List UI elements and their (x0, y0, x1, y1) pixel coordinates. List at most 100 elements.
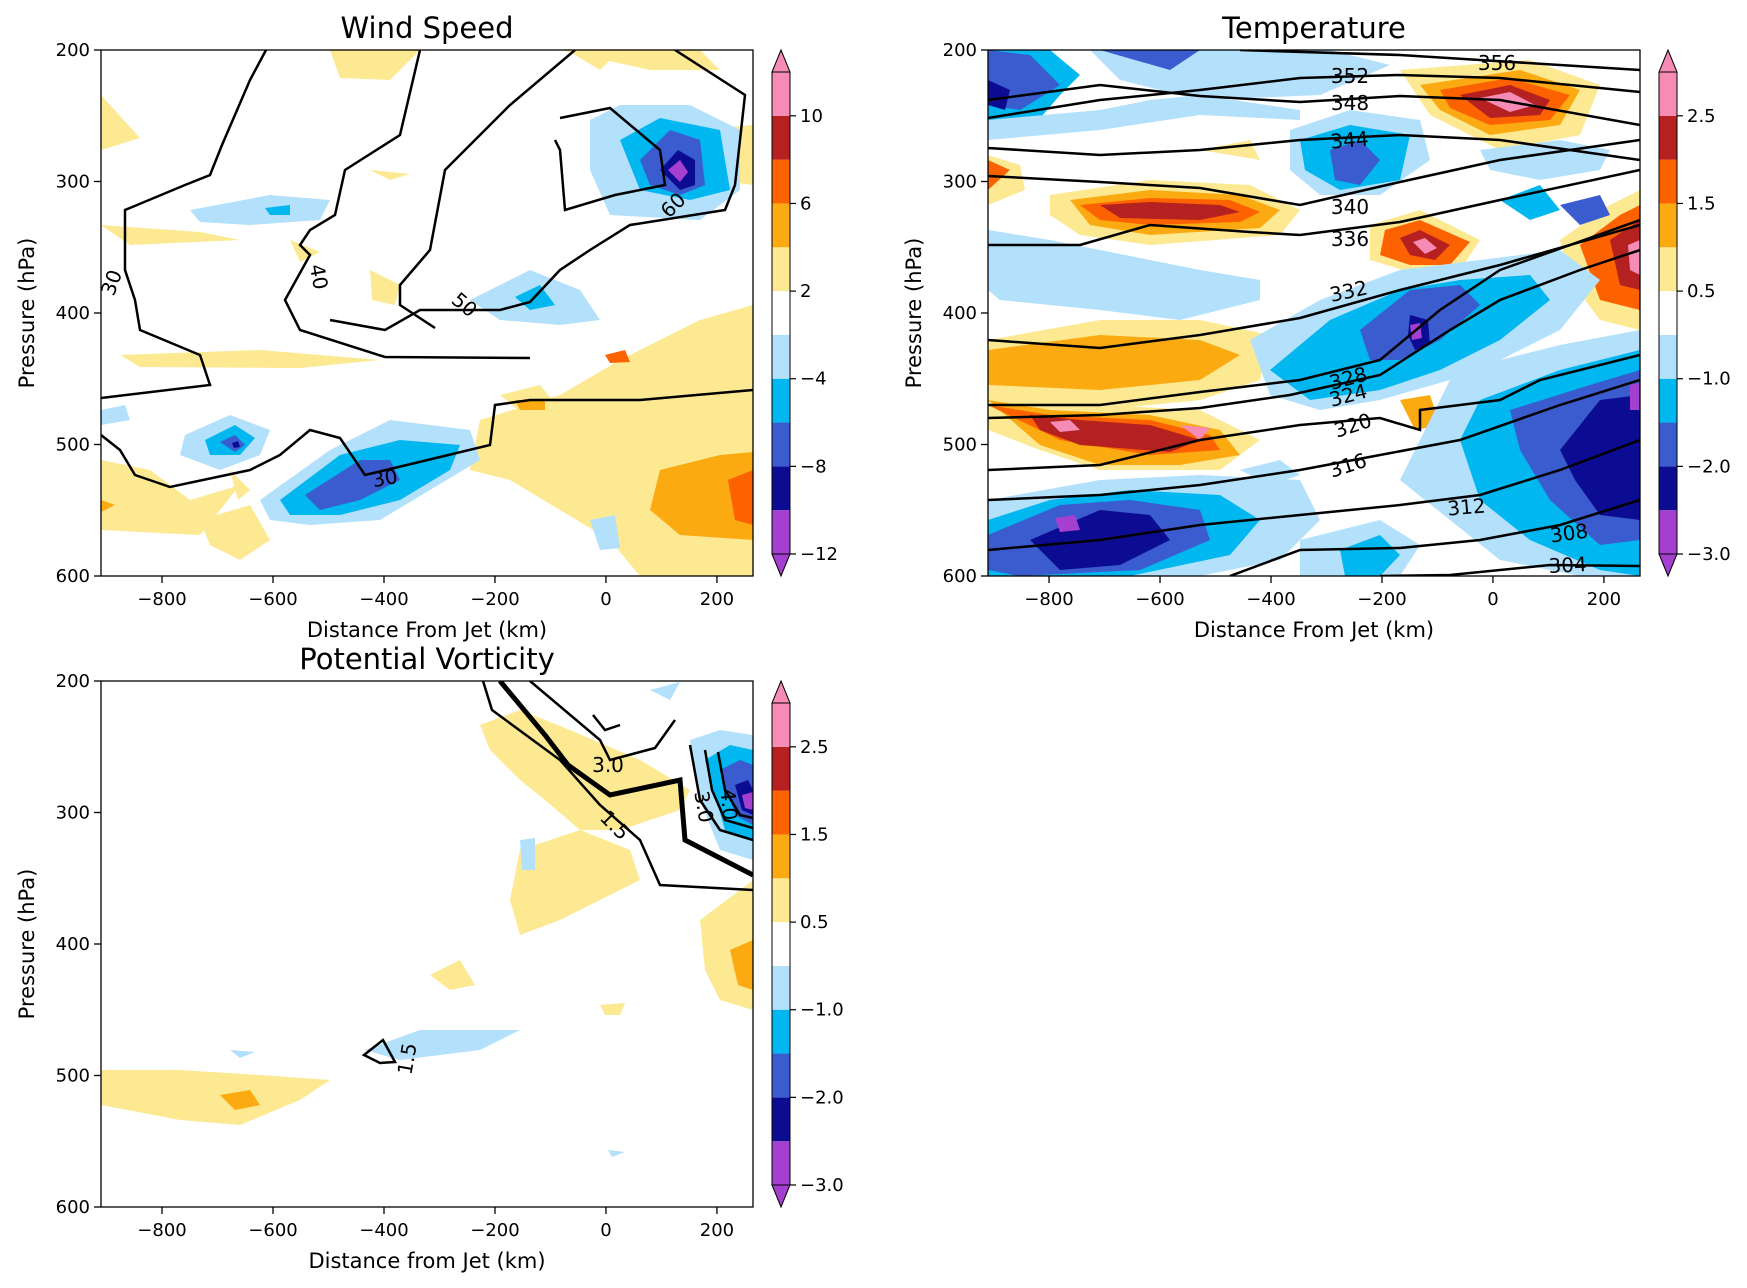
y-tick-label: 200 (56, 671, 90, 692)
x-axis-label: Distance from Jet (km) (308, 1249, 545, 1273)
x-tick-label: 200 (700, 589, 734, 610)
colorbar-frame (771, 71, 791, 555)
y-axis-label: Pressure (hPa) (15, 869, 39, 1020)
x-tick-label: −600 (1135, 589, 1184, 610)
contour-label: 4.0 (716, 787, 743, 821)
colorbar-tick-label: 1.5 (1687, 193, 1716, 214)
contour-label: 344 (1329, 126, 1369, 153)
y-tick-label: 400 (56, 303, 90, 324)
colorbar-segment (772, 878, 790, 923)
plot-area: 3.0 1.5 3.0 4.0 1.5 (101, 681, 753, 1207)
colorbar-segment (772, 510, 790, 554)
x-tick-label: −200 (470, 1220, 519, 1241)
colorbar-segment (772, 965, 790, 1010)
y-tick-label: 400 (943, 303, 977, 324)
panel-title: Wind Speed (340, 11, 513, 45)
x-tick-label: −400 (359, 589, 408, 610)
colorbar-segment (772, 203, 790, 248)
colorbar-tick-label: −3.0 (1687, 544, 1731, 565)
contour-label: 1.5 (393, 1041, 422, 1076)
colorbar-segment (772, 291, 790, 335)
contour-label: 30 (370, 464, 399, 492)
colorbar-segment (1659, 291, 1677, 335)
contours (101, 50, 753, 489)
y-tick-label: 200 (56, 40, 90, 61)
x-tick-label: 0 (1487, 589, 1498, 610)
panel-temperature: Temperature (902, 11, 1731, 642)
colorbar-segment (772, 1053, 790, 1098)
panel-title: Temperature (1221, 11, 1406, 45)
x-axis: −800 −600 −400 −200 0 200 (137, 1207, 734, 1241)
colorbar: 2.5 1.5 0.5 −1.0 −2.0 −3.0 (771, 679, 844, 1209)
colorbar-segment (772, 72, 790, 116)
y-axis: 200 300 400 500 600 (56, 40, 101, 587)
contours (988, 50, 1640, 576)
colorbar-segment (1659, 378, 1677, 423)
y-axis: 200 300 400 500 600 (56, 671, 101, 1218)
colorbar-segment (1659, 510, 1677, 554)
colorbar-tick-label: −1.0 (800, 1000, 844, 1021)
y-tick-label: 500 (56, 1066, 90, 1087)
colorbar-segment (772, 247, 790, 292)
colorbar-segment (1659, 422, 1677, 467)
colorbar-tick-label: 2.5 (800, 737, 829, 758)
contours (361, 681, 753, 1065)
x-tick-label: −800 (137, 1220, 186, 1241)
contour-label: 352 (1331, 64, 1369, 88)
colorbar-tick-label: 10 (800, 106, 823, 127)
colorbar-tick-label: −3.0 (800, 1175, 844, 1196)
colorbar-segment (1659, 334, 1677, 379)
plot-area: 356 352 348 344 340 336 332 328 324 320 … (988, 50, 1640, 576)
panel-wind-speed: Wind Speed (15, 11, 838, 642)
contour-label: 3.0 (689, 789, 718, 824)
colorbar-tick-label: 0.5 (800, 912, 829, 933)
y-tick-label: 400 (56, 934, 90, 955)
x-tick-label: 0 (600, 589, 611, 610)
x-tick-label: −600 (248, 1220, 297, 1241)
x-tick-label: −400 (1246, 589, 1295, 610)
x-axis-label: Distance From Jet (km) (307, 618, 547, 642)
colorbar-segment (1659, 72, 1677, 116)
x-tick-label: −200 (1357, 589, 1406, 610)
colorbar-tick-label: 2.5 (1687, 106, 1716, 127)
x-tick-label: 0 (600, 1220, 611, 1241)
colorbar-segment (1659, 466, 1677, 511)
x-tick-label: 200 (700, 1220, 734, 1241)
colorbar-tick-label: −2.0 (1687, 456, 1731, 477)
contour-label: 348 (1331, 91, 1369, 115)
colorbar-tick-label: 6 (800, 193, 811, 214)
colorbar-tick-label: −1.0 (1687, 369, 1731, 390)
colorbar: 10 6 2 −4 −8 −12 (771, 48, 838, 578)
contour-label: 308 (1548, 519, 1589, 548)
colorbar-segment (772, 1009, 790, 1054)
colorbar-segment (772, 834, 790, 879)
contour-label: 340 (1331, 195, 1369, 219)
y-axis: 200 300 400 500 600 (943, 40, 988, 587)
x-tick-label: −200 (470, 589, 519, 610)
colorbar-segment (772, 746, 790, 791)
y-tick-label: 600 (56, 566, 90, 587)
x-axis: −800 −600 −400 −200 0 200 (1024, 576, 1621, 610)
y-tick-label: 600 (56, 1197, 90, 1218)
colorbar-segment (772, 1097, 790, 1142)
contour-label: 3.0 (592, 753, 624, 777)
colorbar-extend-min (771, 1184, 791, 1209)
contour-label: 336 (1331, 227, 1369, 251)
colorbar-extend-max (771, 48, 791, 73)
colorbar-frame (1658, 71, 1678, 555)
colorbar: 2.5 1.5 0.5 −1.0 −2.0 −3.0 (1658, 48, 1731, 578)
contour-labels: 356 352 348 344 340 336 332 328 324 320 … (1326, 51, 1590, 576)
y-tick-label: 300 (56, 172, 90, 193)
colorbar-segment (1659, 115, 1677, 160)
y-tick-label: 200 (943, 40, 977, 61)
shading (101, 50, 753, 576)
x-tick-label: 200 (1587, 589, 1621, 610)
y-tick-label: 300 (943, 172, 977, 193)
x-tick-label: −600 (248, 589, 297, 610)
colorbar-segment (772, 790, 790, 835)
colorbar-segment (772, 378, 790, 423)
plot-area: 30 40 50 60 30 (101, 50, 753, 576)
x-axis: −800 −600 −400 −200 0 200 (137, 576, 734, 610)
y-axis-label: Pressure (hPa) (15, 238, 39, 389)
contour-label: 40 (305, 262, 333, 291)
